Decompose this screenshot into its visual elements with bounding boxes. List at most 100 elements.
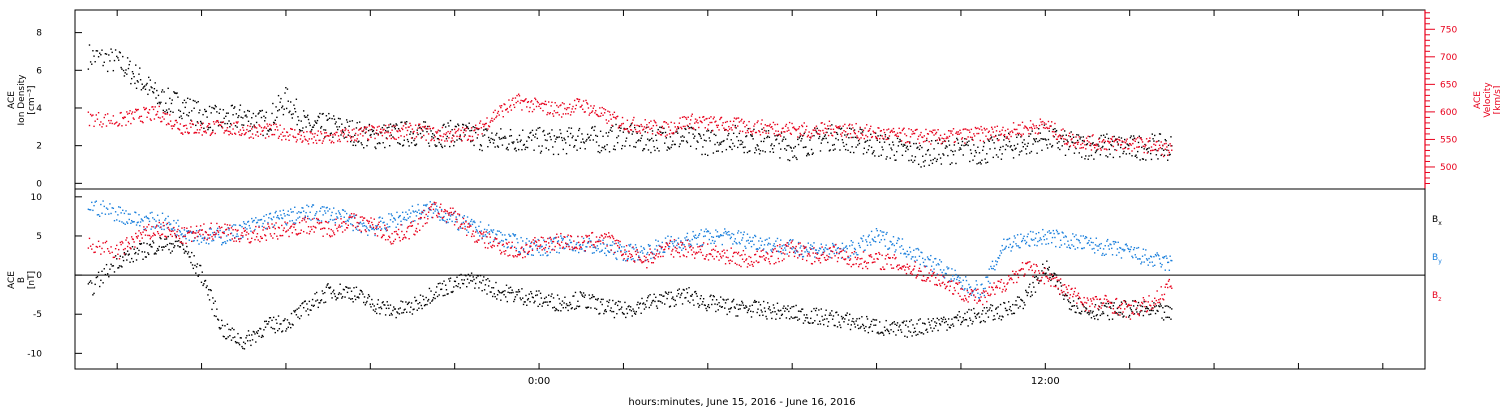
b-by-dot (187, 229, 190, 232)
velocity-dot (356, 138, 358, 140)
density-dot (590, 127, 593, 129)
b-bx-dot (716, 303, 719, 306)
velocity-dot (179, 123, 182, 125)
velocity-dot (1033, 127, 1036, 129)
velocity-dot (817, 133, 819, 135)
b-by-dot (750, 245, 753, 248)
b-bx-dot (399, 307, 401, 309)
velocity-dot (108, 119, 110, 122)
b-bx-dot (571, 307, 573, 309)
b-bx-dot (1051, 275, 1054, 278)
density-dot (464, 134, 466, 136)
density-dot (91, 63, 93, 65)
b-by-dot (715, 229, 717, 231)
b-by-dot (614, 251, 616, 254)
velocity-dot (451, 137, 453, 139)
density-dot (152, 92, 155, 94)
velocity-dot (559, 104, 561, 107)
density-dot (913, 142, 915, 145)
velocity-dot (676, 126, 679, 128)
density-dot (930, 140, 933, 142)
b-bx-dot (169, 242, 171, 245)
density-dot (1016, 143, 1019, 145)
b-by-dot (845, 245, 848, 247)
density-dot (980, 163, 982, 165)
velocity-dot (324, 135, 327, 138)
density-dot (591, 126, 594, 128)
b-bx-dot (1018, 296, 1020, 299)
density-dot (251, 126, 254, 128)
velocity-dot (536, 100, 539, 103)
velocity-dot (1038, 124, 1041, 127)
density-dot (345, 119, 348, 121)
density-dot (258, 112, 260, 114)
b-bx-dot (358, 293, 361, 295)
b-by-dot (247, 220, 250, 223)
density-dot (92, 50, 94, 52)
velocity-dot (960, 132, 962, 134)
b-by-dot (789, 238, 792, 241)
velocity-dot (165, 113, 167, 115)
b-bx-dot (965, 319, 968, 321)
b-bx-dot (579, 291, 582, 293)
density-dot (410, 142, 413, 144)
b-by-dot (91, 201, 93, 204)
density-dot (320, 127, 322, 129)
b-by-dot (250, 230, 252, 232)
velocity-dot (574, 108, 577, 110)
velocity-dot (159, 117, 161, 119)
b-bx-dot (229, 329, 232, 331)
b-by-dot (156, 214, 159, 216)
density-dot (418, 127, 421, 129)
b-bx-dot (268, 317, 271, 319)
b-by-dot (212, 232, 214, 234)
density-dot (1058, 140, 1060, 143)
b-by-dot (600, 250, 603, 252)
density-dot (1128, 152, 1131, 155)
velocity-dot (852, 127, 854, 129)
b-bx-dot (672, 296, 674, 298)
density-dot (1042, 138, 1045, 140)
b-bx-dot (116, 258, 118, 260)
top-left-ylabel: Ion Density (17, 74, 27, 126)
b-bx-dot (561, 300, 564, 302)
velocity-dot (1141, 141, 1144, 143)
b-bx-dot (866, 318, 869, 320)
velocity-dot (617, 127, 620, 129)
velocity-dot (344, 129, 346, 132)
density-dot (382, 142, 384, 144)
b-bx-dot (917, 319, 920, 321)
b-bx-dot (779, 317, 781, 320)
density-dot (637, 140, 639, 142)
velocity-dot (1122, 148, 1124, 150)
b-bx-dot (606, 300, 608, 303)
density-dot (776, 135, 779, 137)
b-by-dot (409, 216, 411, 218)
density-dot (700, 137, 702, 140)
velocity-dot (477, 134, 479, 136)
density-dot (689, 127, 691, 129)
b-bx-dot (461, 279, 463, 281)
density-dot (621, 144, 624, 147)
b-by-dot (446, 218, 448, 221)
b-by-dot (277, 217, 280, 219)
b-by-dot (149, 212, 152, 214)
b-by-dot (546, 254, 548, 257)
velocity-dot (1011, 130, 1013, 132)
density-dot (926, 139, 928, 142)
b-bx-dot (722, 298, 724, 301)
density-dot (144, 88, 147, 91)
b-by-dot (706, 231, 708, 233)
density-dot (187, 115, 190, 117)
b-bx-dot (743, 307, 745, 309)
b-bx-dot (820, 308, 822, 310)
density-dot (825, 137, 827, 140)
b-by-dot (400, 220, 402, 223)
b-by-dot (118, 220, 121, 222)
b-by-dot (522, 248, 525, 250)
velocity-dot (855, 122, 857, 125)
velocity-dot (580, 106, 582, 108)
b-by-dot (543, 249, 546, 251)
velocity-dot (383, 128, 385, 131)
density-dot (178, 116, 181, 119)
